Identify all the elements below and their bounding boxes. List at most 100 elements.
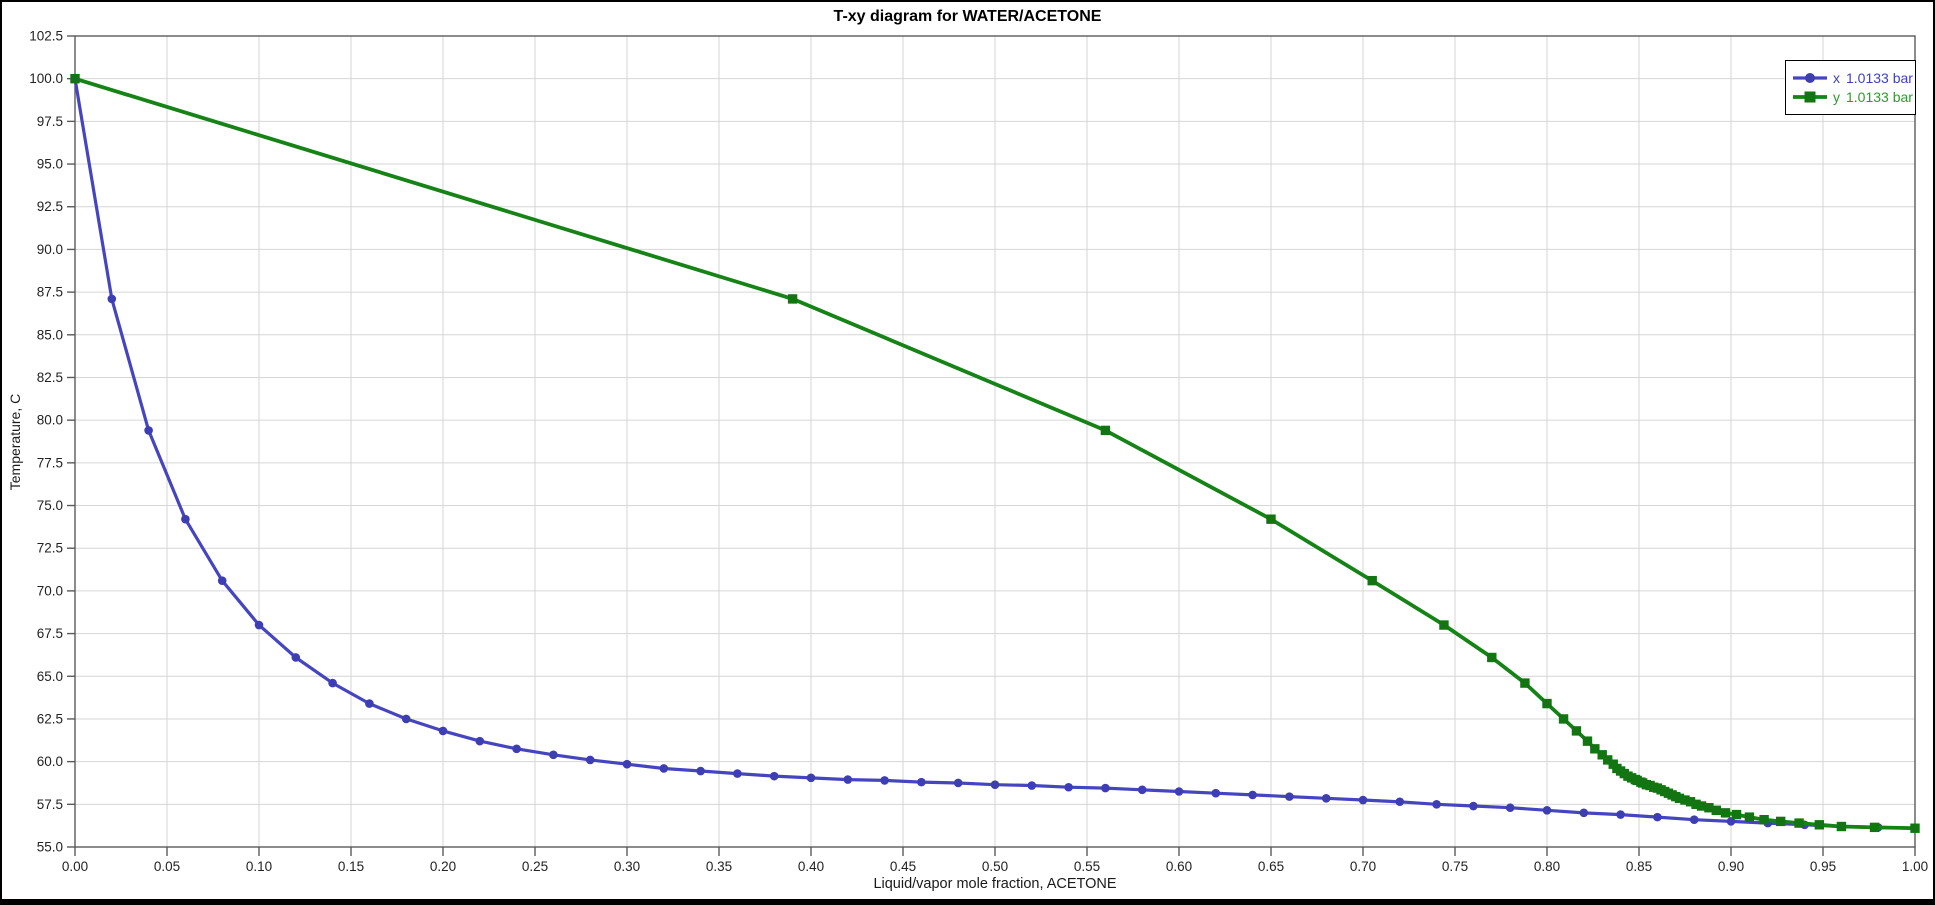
data-point-circle [733,769,742,778]
x-tick-label: 0.70 [1350,859,1376,874]
x-tick-label: 0.20 [430,859,456,874]
data-point-circle [1469,801,1478,811]
data-point-circle [1358,795,1368,805]
x-tick-label: 0.60 [1166,859,1192,874]
data-point-circle [1101,783,1110,793]
x-tick-label: 0.05 [154,859,180,874]
x-tick-label: 0.50 [982,859,1008,874]
data-point-circle [1064,782,1073,792]
data-point-square [1775,816,1786,827]
data-point-square [787,294,798,304]
y-tick-label: 100.0 [29,71,63,86]
data-point-circle [1616,810,1625,819]
data-point-circle [1211,788,1221,798]
data-point-square [1731,809,1742,820]
data-point-square [1674,793,1685,804]
x-tick-label: 0.85 [1626,859,1652,874]
data-point-square [1558,714,1569,724]
data-point-square [1704,803,1714,813]
data-point-circle [291,653,301,662]
data-point-square [1680,795,1690,805]
data-point-circle [549,750,558,760]
y-tick-label: 80.0 [37,413,63,428]
legend: x 1.0133 bar y 1.0133 bar [1785,60,1916,115]
x-tick-label: 0.35 [706,859,732,874]
y-tick-label: 97.5 [37,114,63,129]
data-point-square [1439,620,1449,630]
y-tick-label: 65.0 [37,669,63,684]
data-point-circle [181,514,190,524]
legend-entry-x: x 1.0133 bar [1792,70,1913,86]
data-point-square [1582,736,1593,746]
x-series-swatch-icon [1793,73,1827,83]
legend-label-x: x 1.0133 bar [1833,70,1913,86]
y-tick-label: 72.5 [37,541,63,556]
data-point-square [1597,750,1607,760]
data-point-square [1836,821,1847,832]
data-point-square [1744,812,1755,822]
data-point-circle [1285,792,1294,801]
y-tick-label: 82.5 [37,370,63,385]
x-tick-label: 0.15 [338,859,364,874]
data-point-square [1696,801,1707,811]
data-point-circle [806,773,816,783]
data-point-square [1266,514,1276,524]
data-point-circle [512,744,521,754]
x-tick-label: 0.55 [1074,859,1100,874]
data-point-circle [1027,781,1037,790]
data-point-circle [107,294,117,304]
x-tick-label: 0.25 [522,859,548,874]
y-tick-label: 55.0 [37,840,63,855]
y-tick-label: 70.0 [37,583,63,598]
x-tick-label: 0.10 [246,859,272,874]
y-tick-label: 60.0 [37,754,63,769]
data-point-circle [585,755,595,765]
y-tick-label: 95.0 [37,157,63,172]
data-point-circle [880,776,889,785]
x-tick-label: 1.00 [1902,859,1928,874]
data-point-square [1711,805,1721,815]
y-axis-title: Temperature, C [7,393,23,491]
data-point-circle [1174,787,1184,796]
data-point-circle [1689,815,1699,824]
data-point-circle [953,778,963,788]
y-tick-label: 57.5 [37,797,63,812]
data-point-circle [1137,785,1147,795]
data-point-square [1759,814,1769,825]
x-axis-title: Liquid/vapor mole fraction, ACETONE [873,876,1117,892]
x-tick-label: 0.80 [1534,859,1560,874]
y-tick-label: 90.0 [37,242,63,257]
x-tick-label: 0.65 [1258,859,1284,874]
data-point-circle [365,699,374,708]
data-point-square [1869,822,1880,833]
x-tick-label: 0.30 [614,859,640,874]
data-point-circle [1395,797,1405,807]
y-tick-label: 77.5 [37,455,63,470]
legend-label-y: y 1.0133 bar [1833,89,1913,105]
y-tick-label: 62.5 [37,711,63,726]
data-point-circle [475,736,485,746]
data-point-square [1520,678,1530,688]
y-tick-label: 102.5 [29,29,63,44]
data-point-circle [438,726,448,736]
data-point-circle [1248,790,1257,800]
data-point-square [1590,744,1600,754]
y-tick-label: 85.0 [37,327,63,342]
data-point-square [1794,818,1804,828]
data-point-square [70,73,80,84]
data-point-square [1814,820,1825,830]
data-point-circle [217,576,227,585]
data-point-square [1691,799,1701,810]
data-point-square [1685,797,1696,807]
data-point-circle [696,766,705,776]
data-point-circle [1542,805,1552,815]
data-point-circle [1321,794,1331,803]
data-point-square [1571,726,1582,736]
legend-entry-y: y 1.0133 bar [1792,89,1913,105]
x-tick-label: 0.75 [1442,859,1468,874]
data-point-circle [144,426,153,435]
y-series-swatch-icon [1793,91,1827,103]
data-point-square [1910,823,1920,833]
data-point-square [1603,755,1613,765]
